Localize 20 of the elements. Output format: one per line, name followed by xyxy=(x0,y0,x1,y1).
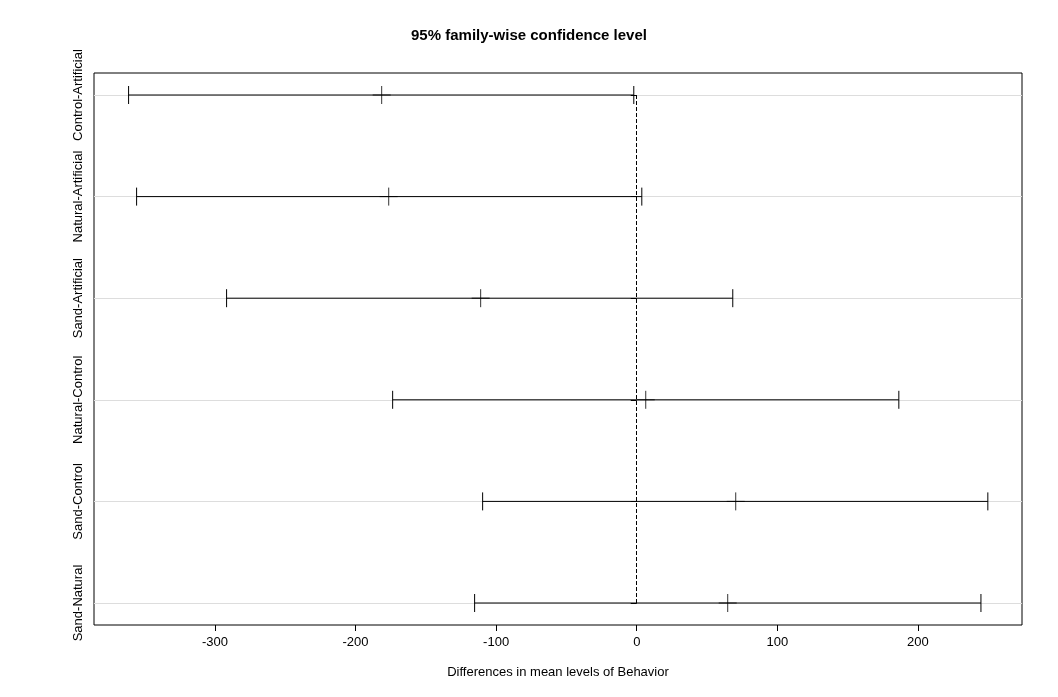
y-tick-label: Sand-Artificial xyxy=(70,257,85,339)
point xyxy=(372,85,392,105)
x-tick-label: -100 xyxy=(483,634,510,649)
x-tick-label: -300 xyxy=(201,634,228,649)
y-tick-label: Natural-Control xyxy=(70,355,85,444)
point xyxy=(379,187,399,207)
point xyxy=(636,390,656,410)
point xyxy=(726,491,746,511)
y-tick-label: Sand-Natural xyxy=(70,564,85,642)
y-tick-label: Control-Artificial xyxy=(70,49,85,141)
x-tick-label: 0 xyxy=(633,634,641,649)
y-tick-label: Natural-Artificial xyxy=(70,150,85,243)
x-axis-title: Differences in mean levels of Behavior xyxy=(447,664,670,679)
point xyxy=(471,288,491,308)
y-tick-label: Sand-Control xyxy=(70,463,85,540)
point xyxy=(718,593,738,613)
x-tick-label: -200 xyxy=(342,634,369,649)
x-tick-label: 200 xyxy=(907,634,929,649)
x-tick-label: 100 xyxy=(766,634,789,649)
chart-title: 95% family-wise confidence level xyxy=(411,26,647,43)
